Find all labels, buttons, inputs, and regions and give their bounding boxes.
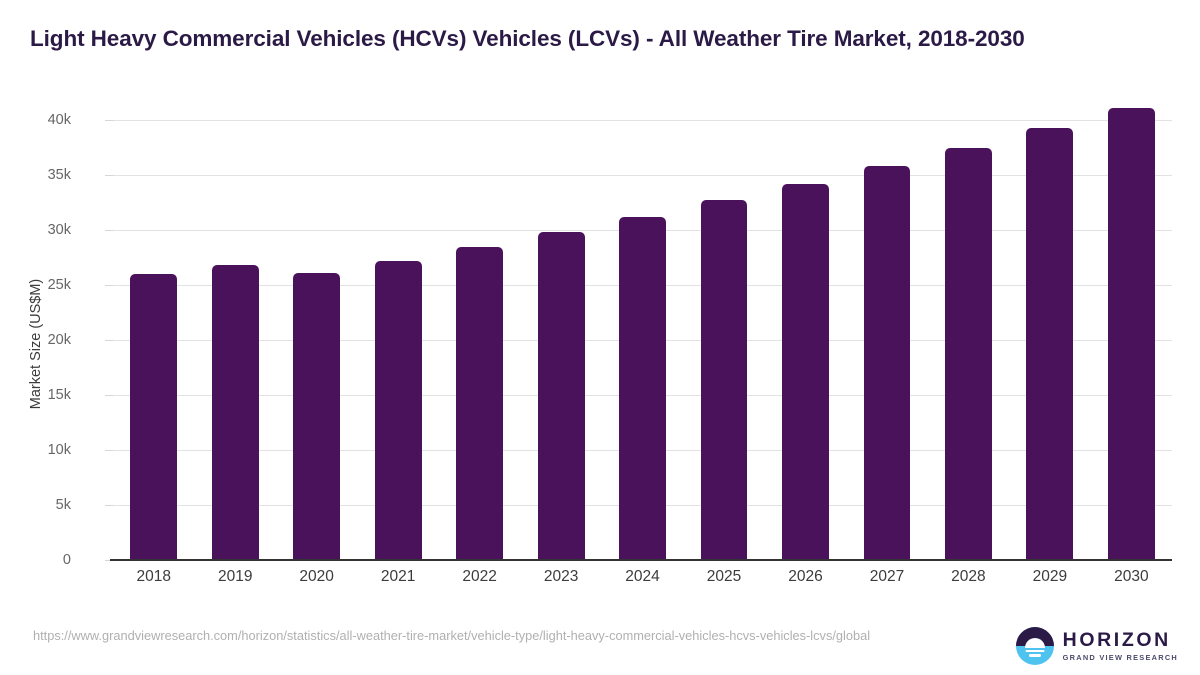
y-axis-tick-mark [105, 340, 113, 341]
bar-2025[interactable] [700, 200, 748, 560]
bar-slot [276, 120, 357, 560]
y-axis-tick-mark [105, 175, 113, 176]
bar-2023[interactable] [537, 232, 585, 560]
footer: https://www.grandviewresearch.com/horizo… [0, 622, 1200, 675]
bar-2026[interactable] [782, 183, 829, 560]
y-axis-tick-label: 15k [47, 387, 71, 403]
bar-slot [1091, 107, 1172, 560]
bar-series [113, 107, 1172, 560]
x-axis-label-2021: 2021 [380, 568, 416, 585]
bar-slot [765, 120, 846, 560]
horizon-sun-icon [1015, 627, 1054, 665]
y-axis-tick-label: 5k [55, 497, 71, 513]
bar-slot [520, 120, 601, 560]
horizon-logo: HORIZON GRAND VIEW RESEARCH [1015, 627, 1178, 665]
gridline [113, 175, 1172, 176]
y-axis-tick-label: 0 [62, 552, 71, 568]
x-axis-label-2029: 2029 [1032, 568, 1068, 585]
bar-slot [683, 120, 764, 560]
bar-2018[interactable] [130, 274, 178, 560]
gridline [113, 120, 1172, 121]
y-axis-tick-mark [105, 120, 113, 121]
x-axis-label-2019: 2019 [217, 568, 253, 585]
y-axis-tick-label: 10k [47, 442, 71, 458]
bar-slot [1009, 120, 1090, 560]
x-axis-line [110, 559, 1172, 561]
bar-2020[interactable] [293, 272, 341, 560]
plot-area: 0 5k 10k 15k 20k 25k 30k 35k 40k [48, 107, 1172, 568]
bar-slot [439, 120, 520, 560]
bar-2028[interactable] [945, 147, 992, 560]
logo-tagline: GRAND VIEW RESEARCH [1062, 652, 1178, 662]
x-axis-label-2023: 2023 [543, 568, 579, 585]
y-axis-tick-label: 25k [47, 277, 71, 293]
bar-2024[interactable] [619, 216, 666, 560]
x-axis-label-2025: 2025 [706, 568, 742, 585]
bar-2022[interactable] [456, 246, 504, 560]
y-axis-tick-mark [105, 505, 113, 506]
bar-slot [928, 120, 1009, 560]
y-axis-tick-mark [105, 450, 113, 451]
bar-slot [846, 120, 927, 560]
x-axis-tick-labels: 2018 2019 2020 2021 2022 2023 2024 2025 2026 2027… [113, 568, 1172, 586]
logo-name: HORIZON [1062, 629, 1171, 652]
bar-slot [357, 120, 438, 560]
y-axis-tick-label: 20k [47, 332, 71, 348]
y-axis-tick-label: 35k [47, 167, 71, 183]
x-axis-label-2018: 2018 [136, 568, 171, 585]
x-axis-label-2026: 2026 [788, 568, 823, 585]
bar-slot [113, 120, 194, 560]
bar-2029[interactable] [1026, 127, 1074, 560]
x-axis-label-2030: 2030 [1114, 568, 1149, 585]
x-axis-label-2027: 2027 [869, 568, 905, 585]
source-url[interactable]: https://www.grandviewresearch.com/horizo… [33, 628, 871, 643]
y-axis-tick-mark [105, 285, 113, 286]
bar-2021[interactable] [374, 260, 422, 560]
bar-2030[interactable] [1107, 107, 1155, 560]
y-axis-tick-mark [105, 230, 113, 231]
bar-2019[interactable] [211, 265, 259, 560]
y-axis-tick-mark [105, 560, 113, 561]
page-title: Light Heavy Commercial Vehicles (HCVs) V… [30, 26, 1025, 51]
x-axis-label-2020: 2020 [299, 568, 334, 585]
bar-2027[interactable] [863, 166, 911, 560]
chart-container: Market Size (US$M) 0 5k 10k 15k 20k 25k 30k 35k… [0, 107, 1200, 600]
y-axis-tick-label: 40k [47, 112, 71, 128]
x-axis-label-2022: 2022 [462, 568, 497, 585]
x-axis-label-2024: 2024 [625, 568, 660, 585]
y-axis-tick-mark [105, 395, 113, 396]
bar-slot [194, 120, 275, 560]
y-axis-tick-label: 30k [47, 222, 71, 238]
bar-slot [602, 120, 683, 560]
x-axis-label-2028: 2028 [951, 568, 986, 585]
